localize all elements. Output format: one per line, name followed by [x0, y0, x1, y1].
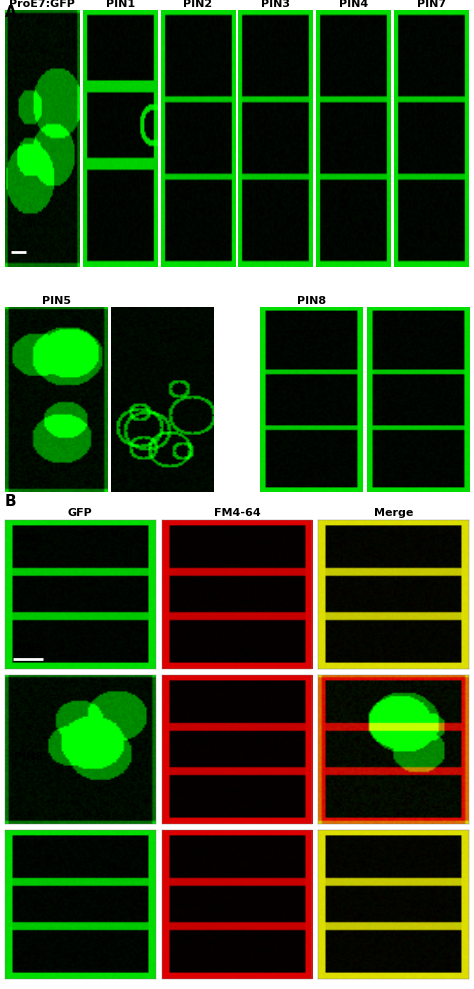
Title: PIN1: PIN1: [106, 0, 135, 9]
Title: FM4-64: FM4-64: [214, 508, 260, 518]
Title: PIN3: PIN3: [262, 0, 291, 9]
Title: GFP: GFP: [68, 508, 92, 518]
Title: PIN4: PIN4: [339, 0, 368, 9]
Text: PIN3: PIN3: [14, 534, 43, 544]
Title: ProE7:GFP: ProE7:GFP: [9, 0, 75, 9]
Title: PIN8: PIN8: [297, 296, 326, 306]
Text: PIN5: PIN5: [14, 643, 43, 653]
Text: PIN8: PIN8: [14, 752, 43, 762]
Title: PIN7: PIN7: [417, 0, 447, 9]
Text: A: A: [5, 5, 17, 20]
Title: PIN2: PIN2: [183, 0, 213, 9]
Text: B: B: [5, 494, 17, 509]
Title: Merge: Merge: [374, 508, 413, 518]
Title: PIN5: PIN5: [42, 296, 71, 306]
